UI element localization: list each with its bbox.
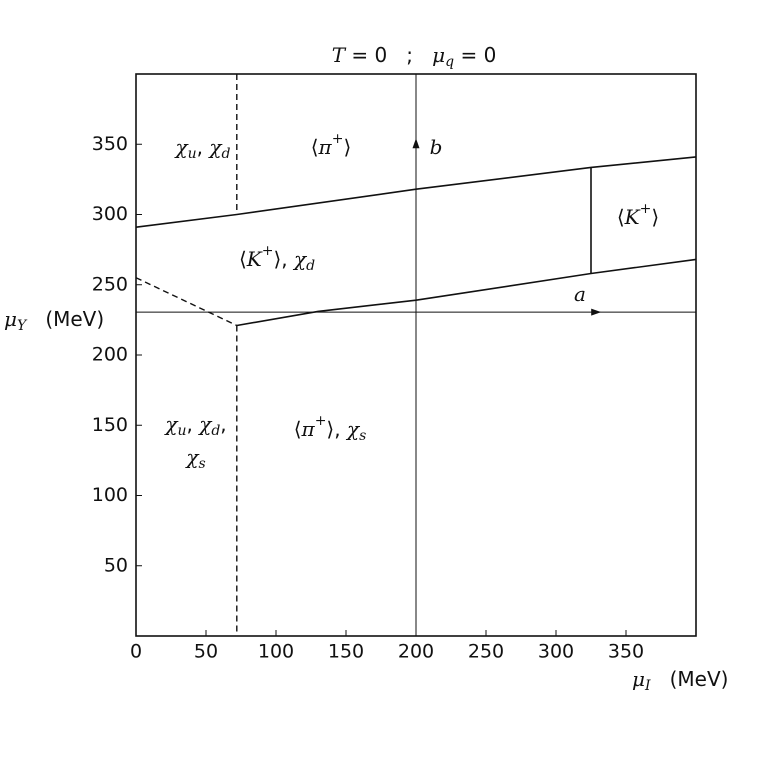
text-piece: b — [430, 135, 443, 159]
text-piece: T — [332, 43, 347, 67]
text-piece: + — [332, 131, 344, 147]
text-piece: = 0 — [454, 43, 496, 67]
text-piece: d — [222, 146, 231, 162]
x-tick-label: 300 — [538, 641, 574, 663]
region-label: χu, χd — [174, 135, 231, 163]
y-tick-label: 350 — [92, 133, 128, 155]
text-piece: ⟨ — [311, 135, 319, 159]
phase-line — [135, 277, 238, 327]
text-piece: μ — [4, 307, 17, 331]
text-piece: ⟨ — [294, 417, 302, 441]
text-piece: χ — [174, 135, 190, 159]
text-piece: π — [301, 417, 316, 441]
text-piece: + — [262, 243, 274, 259]
text-piece: χ — [207, 135, 223, 159]
region-label: χs — [184, 445, 205, 473]
text-piece: χ — [163, 412, 179, 436]
region-label: ⟨K+⟩ — [617, 201, 659, 229]
text-piece: ⟩ — [343, 135, 351, 159]
text-piece: s — [359, 428, 366, 444]
x-tick-label: 250 — [468, 641, 504, 663]
text-piece: , — [220, 412, 226, 436]
x-tick-label: 50 — [194, 641, 218, 663]
x-tick-label: 200 — [398, 641, 434, 663]
region-label: ⟨K+⟩, χd — [239, 243, 315, 274]
text-piece: K — [624, 205, 641, 229]
text-piece: a — [574, 282, 586, 306]
text-piece: u — [177, 423, 186, 439]
text-piece: ⟩ — [651, 205, 659, 229]
region-label: χu, χd, — [163, 412, 226, 440]
text-piece: + — [315, 413, 327, 429]
region-label: a — [574, 282, 586, 306]
text-piece: Y — [17, 318, 28, 334]
path-arrow — [591, 308, 602, 316]
x-axis-label: μI (MeV) — [632, 667, 728, 695]
text-piece: χ — [184, 445, 200, 469]
text-piece: ⟩, — [273, 247, 294, 271]
text-piece: χ — [345, 417, 361, 441]
text-piece: (MeV) — [26, 307, 104, 331]
text-piece: ⟨ — [617, 205, 625, 229]
y-tick-label: 300 — [92, 203, 128, 225]
text-piece: + — [640, 201, 652, 217]
text-piece: ⟩, — [326, 417, 347, 441]
text-piece: d — [306, 258, 315, 274]
text-piece: , — [197, 135, 210, 159]
y-tick-label: 50 — [104, 554, 128, 576]
text-piece: = 0 ; — [345, 43, 432, 67]
text-piece: u — [188, 146, 197, 162]
y-axis-label: μY (MeV) — [4, 307, 104, 335]
y-tick-label: 250 — [92, 273, 128, 295]
region-label: ⟨π+⟩ — [311, 131, 352, 159]
text-piece: d — [211, 423, 220, 439]
text-piece: K — [246, 247, 263, 271]
text-piece: π — [318, 135, 333, 159]
text-piece: I — [644, 678, 651, 694]
chart-title: T = 0 ; μq = 0 — [332, 43, 497, 71]
x-tick-label: 100 — [258, 641, 294, 663]
x-tick-label: 350 — [608, 641, 644, 663]
text-piece: q — [445, 54, 454, 70]
x-tick-label: 150 — [328, 641, 364, 663]
region-label: ⟨π+⟩, χs — [294, 413, 367, 444]
text-piece: (MeV) — [651, 667, 729, 691]
region-label: b — [430, 135, 443, 159]
y-tick-label: 200 — [92, 344, 128, 366]
path-arrow — [412, 138, 420, 149]
x-tick-label: 0 — [130, 641, 142, 663]
text-piece: ⟨ — [239, 247, 247, 271]
text-piece: χ — [197, 412, 213, 436]
text-piece: μ — [632, 667, 645, 691]
text-piece: χ — [292, 247, 308, 271]
text-piece: μ — [432, 43, 445, 67]
y-tick-label: 150 — [92, 414, 128, 436]
text-piece: , — [186, 412, 199, 436]
y-tick-label: 100 — [92, 484, 128, 506]
text-piece: s — [198, 456, 205, 472]
